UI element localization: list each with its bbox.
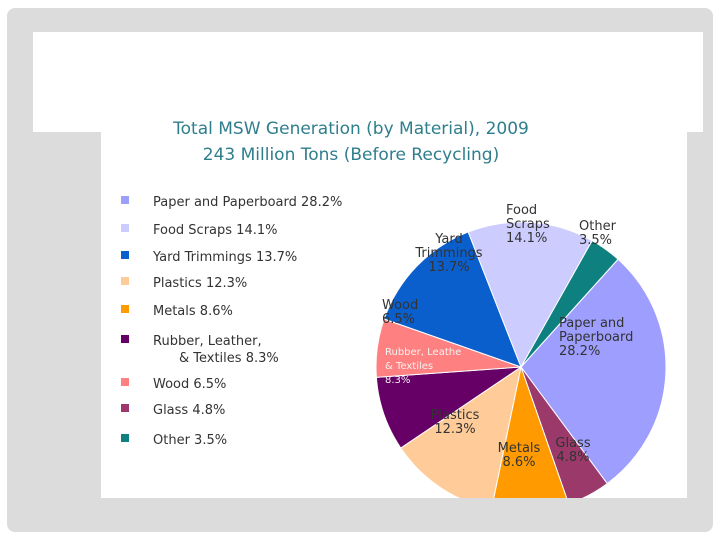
- slice-label-paper-and-paperboard: Paperboard: [559, 330, 633, 345]
- legend-swatch-glass: [121, 404, 129, 412]
- legend-label-rubber-leather-textiles: & Textiles 8.3%: [179, 351, 279, 366]
- slice-label-paper-and-paperboard: 28.2%: [559, 344, 600, 359]
- legend-swatch-other: [121, 434, 129, 442]
- legend-label-rubber-leather-textiles: Rubber, Leather,: [153, 334, 262, 349]
- slice-label-glass: 4.8%: [556, 450, 589, 465]
- slice-label-yard-trimmings: Trimmings: [414, 246, 482, 261]
- legend-label-other: Other 3.5%: [153, 433, 227, 448]
- slice-label-metals: Metals: [498, 441, 541, 456]
- pie-slice-metals: [493, 365, 568, 498]
- pie-slice-glass: [520, 366, 608, 498]
- slice-label-food-scraps: Food: [506, 203, 537, 218]
- legend-swatch-yard-trimmings: [121, 251, 129, 259]
- legend-swatch-food-scraps: [121, 224, 129, 232]
- slice-label-rubber-leather-textiles: 8.3%: [385, 375, 410, 386]
- slice-label-yard-trimmings: Yard: [434, 232, 463, 247]
- legend-label-food-scraps: Food Scraps 14.1%: [153, 223, 277, 238]
- pie-slice-plastics: [400, 365, 522, 498]
- legend-swatch-wood: [121, 378, 129, 386]
- slice-label-rubber-leather-textiles: & Textiles: [385, 361, 433, 372]
- slice-label-other: Other: [579, 219, 617, 234]
- pie-slice-paper-and-paperboard: [520, 258, 667, 485]
- legend-label-wood: Wood 6.5%: [153, 377, 226, 392]
- slice-label-wood: Wood: [382, 298, 418, 313]
- legend: Paper and Paperboard 28.2% Food Scraps 14…: [121, 195, 342, 448]
- slice-label-metals: 8.6%: [502, 455, 535, 470]
- legend-label-paper-and-paperboard: Paper and Paperboard 28.2%: [153, 195, 342, 210]
- legend-swatch-metals: [121, 305, 129, 313]
- legend-label-yard-trimmings: Yard Trimmings 13.7%: [152, 250, 297, 265]
- slice-label-wood: 6.5%: [382, 312, 415, 327]
- chart-title: Total MSW Generation (by Material), 2009: [172, 119, 529, 139]
- legend-swatch-plastics: [121, 277, 129, 285]
- slice-label-other: 3.5%: [579, 233, 612, 248]
- pie-slice-food-scraps: [467, 221, 593, 369]
- legend-label-glass: Glass 4.8%: [153, 403, 225, 418]
- pie-slice-yard-trimmings: [383, 231, 522, 368]
- chart-subtitle: 243 Million Tons (Before Recycling): [203, 145, 499, 165]
- chart-panel: Total MSW Generation (by Material), 2009…: [101, 112, 687, 498]
- pie-slice-other: [520, 239, 619, 368]
- slice-label-food-scraps: 14.1%: [506, 231, 547, 246]
- legend-label-metals: Metals 8.6%: [153, 304, 233, 319]
- slice-label-paper-and-paperboard: Paper and: [559, 316, 624, 331]
- legend-swatch-rubber-leather-textiles: [121, 335, 129, 343]
- slice-label-rubber-leather-textiles: Rubber, Leathe: [385, 347, 461, 358]
- slice-label-plastics: 12.3%: [434, 422, 475, 437]
- legend-swatch-paper-and-paperboard: [121, 196, 129, 204]
- legend-label-plastics: Plastics 12.3%: [153, 276, 247, 291]
- slice-label-glass: Glass: [555, 436, 590, 451]
- slice-label-food-scraps: Scraps: [506, 217, 550, 232]
- slice-label-plastics: Plastics: [431, 408, 480, 423]
- pie-slices: [375, 221, 667, 498]
- pie-labels: Paper andPaperboard28.2%Glass4.8%Metals8…: [382, 203, 633, 470]
- pie-chart: Total MSW Generation (by Material), 2009…: [121, 119, 667, 498]
- slice-label-yard-trimmings: 13.7%: [428, 260, 469, 275]
